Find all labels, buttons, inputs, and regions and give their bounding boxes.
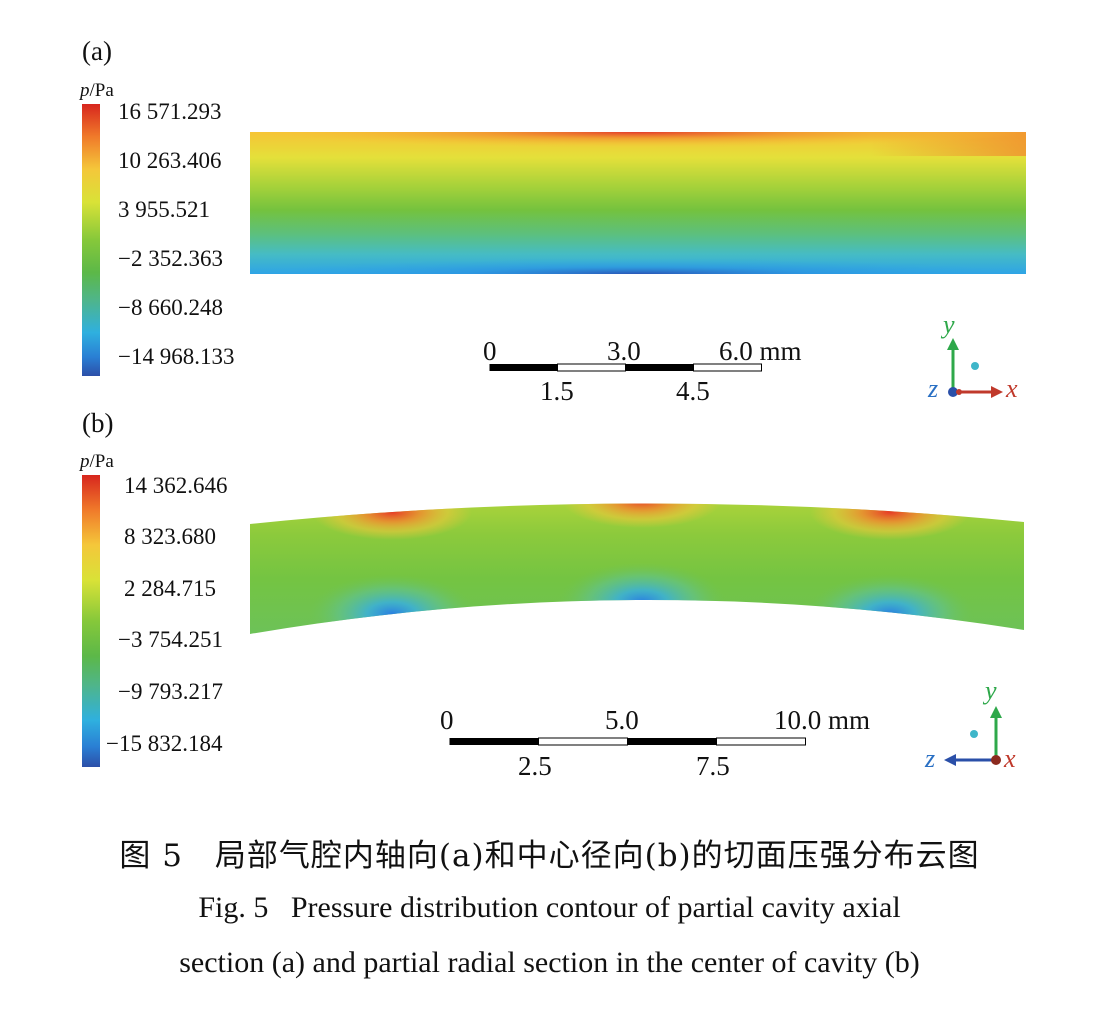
figure-caption-en-line1: Fig. 5 Pressure distribution contour of … <box>198 891 901 924</box>
figure-caption-cn: 图 5 局部气腔内轴向(a)和中心径向(b)的切面压强分布云图 <box>119 838 980 874</box>
panel-b-scale-label: 7.5 <box>696 751 730 781</box>
panel-a-colorbar-tick: 16 571.293 <box>118 99 222 124</box>
panel-b-colorbar <box>82 475 100 767</box>
panel-a-scale-label: 4.5 <box>676 376 710 406</box>
panel-a-colorbar-tick: 10 263.406 <box>118 148 222 173</box>
panel-b-colorbar-tick: 14 362.646 <box>124 473 228 498</box>
panel-b-axis-z-label: z <box>925 744 936 773</box>
panel-b-label: (b) <box>82 408 114 438</box>
panel-b-axis-triad-icon <box>944 706 1002 766</box>
panel-b-scale-label: 5.0 <box>605 705 639 735</box>
panel-a-colorbar <box>82 104 100 376</box>
panel-a-axis-triad-icon <box>947 338 1003 398</box>
panel-a-colorbar-tick: −14 968.133 <box>118 344 235 369</box>
panel-b-contour <box>250 503 1024 634</box>
panel-b-axis-x-label: x <box>1004 744 1016 773</box>
panel-b-scale-label: 2.5 <box>518 751 552 781</box>
panel-a-colorbar-tick: −2 352.363 <box>118 246 223 271</box>
panel-b-colorbar-tick: −15 832.184 <box>106 731 223 756</box>
panel-b-colorbar-tick: 8 323.680 <box>124 524 216 549</box>
panel-a-colorbar-tick: 3 955.521 <box>118 197 210 222</box>
panel-a-scale-label: 0 <box>483 336 497 366</box>
panel-b-colorbar-tick: 2 284.715 <box>124 576 216 601</box>
panel-b-axis-y-label: y <box>985 676 997 705</box>
panel-b-colorbar-tick: −3 754.251 <box>118 627 223 652</box>
panel-b-colorbar-unit: p/Pa <box>80 451 114 472</box>
panel-b-colorbar-tick: −9 793.217 <box>118 679 223 704</box>
panel-a-scale-label: 1.5 <box>540 376 574 406</box>
panel-a-colorbar-tick: −8 660.248 <box>118 295 223 320</box>
panel-a-axis-y-label: y <box>943 310 955 339</box>
figure-caption-en-line2: section (a) and partial radial section i… <box>179 946 920 979</box>
panel-a-colorbar-unit: p/Pa <box>80 80 114 101</box>
panel-a-scale-label: 6.0 mm <box>719 336 802 366</box>
panel-a-scale-bar <box>489 363 762 372</box>
panel-a-label: (a) <box>82 36 112 66</box>
panel-b-scale-bar <box>449 737 806 746</box>
panel-b-scale-label: 0 <box>440 705 454 735</box>
panel-a-scale-label: 3.0 <box>607 336 641 366</box>
panel-b-scale-label: 10.0 mm <box>774 705 871 735</box>
panel-a-axis-x-label: x <box>1006 374 1018 403</box>
panel-a-axis-z-label: z <box>928 374 939 403</box>
panel-a-contour <box>250 132 1026 274</box>
